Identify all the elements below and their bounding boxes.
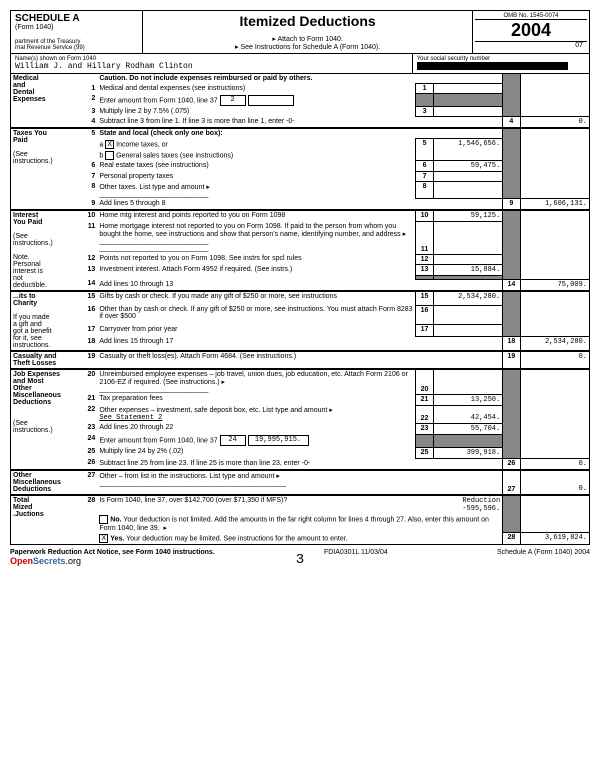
- pra-notice: Paperwork Reduction Act Notice, see Form…: [10, 549, 215, 556]
- tax-year: 2004: [475, 20, 587, 41]
- dept-label: partment of the Treasuryrnal Revenue Ser…: [15, 39, 138, 51]
- amt-10: 59,125.: [433, 210, 502, 222]
- line-22: Other expenses – investment, safe deposi…: [99, 407, 332, 414]
- box-24: 24: [220, 435, 246, 446]
- amt-19: 0.: [520, 351, 589, 369]
- reduction-label: Reduction: [462, 497, 500, 505]
- line-21: Tax preparation fees: [97, 394, 416, 405]
- line-7: Personal property taxes: [97, 172, 416, 182]
- line-28-yes: Your deduction may be limited. See instr…: [126, 535, 348, 542]
- amt-14: 75,009.: [520, 279, 589, 291]
- see-instructions: ▸ See Instructions for Schedule A (Form …: [145, 43, 470, 51]
- omb-no: OMB No. 1545-0074: [475, 13, 587, 20]
- amt-6: 59,475.: [433, 161, 502, 172]
- sidebar-interest: InterestYou Paid(Seeinstructions.)Note.P…: [11, 210, 80, 291]
- amt-26: 0.: [520, 458, 589, 470]
- checkbox-5a[interactable]: X: [105, 140, 114, 149]
- line-20: Unreimbursed employee expenses – job tra…: [99, 371, 408, 386]
- line-10: Home mtg interest and points reported to…: [97, 210, 416, 222]
- amt-23: 55,704.: [433, 423, 502, 434]
- line-4: Subtract line 3 from line 1. If line 3 i…: [97, 117, 502, 129]
- line-28-no: Your deduction is not limited. Add the a…: [99, 516, 489, 532]
- sidebar-casualty: Casualty andTheft Losses: [11, 351, 80, 369]
- line-18: Add lines 15 through 17: [97, 337, 502, 351]
- checkbox-yes[interactable]: X: [99, 534, 108, 543]
- line-2: Enter amount from Form 1040, line 37: [99, 97, 217, 104]
- sidebar-taxes: Taxes YouPaid(Seeinstructions.): [11, 128, 80, 210]
- ssn-redacted: [417, 62, 568, 70]
- sidebar-total: TotalMized.Juctions: [11, 495, 80, 545]
- form-table: MedicalandDentalExpenses Caution. Do not…: [10, 74, 590, 545]
- line-5a: Income taxes, or: [116, 141, 168, 148]
- amt-22: 42,454.: [433, 405, 502, 423]
- reduction-val: -595,596.: [462, 505, 500, 513]
- amt-21: 13,250.: [433, 394, 502, 405]
- line-23: Add lines 20 through 22: [97, 423, 416, 434]
- amt-18: 2,534,280.: [520, 337, 589, 351]
- footer-code: FDIA0301L 11/03/04: [324, 549, 388, 556]
- line-27: Other – from list in the instructions. L…: [99, 473, 280, 480]
- line-22-stmt: See Statement 2: [99, 414, 162, 422]
- amt-28: 3,619,824.: [520, 533, 589, 545]
- attach-note: ▸ Attach to Form 1040.: [145, 35, 470, 43]
- sidebar-gifts: ...its toCharityIf you madea gift andgot…: [11, 291, 80, 351]
- name-cell: Name(s) shown on Form 1040 William J. an…: [11, 54, 412, 73]
- form-label: (Form 1040): [15, 24, 138, 31]
- line-28: Is Form 1040, line 37, over $142,700 (ov…: [99, 497, 287, 504]
- name-row: Name(s) shown on Form 1040 William J. an…: [10, 54, 590, 74]
- line-24: Enter amount from Form 1040, line 37: [99, 437, 217, 444]
- amt-27: 0.: [520, 470, 589, 495]
- amt-15: 2,534,280.: [433, 291, 502, 305]
- seq-no: 07: [475, 41, 587, 49]
- caution-text: Caution. Do not include expenses reimbur…: [99, 75, 312, 82]
- line-13: Investment interest. Attach Form 4952 if…: [97, 265, 416, 276]
- line-15: Gifts by cash or check. If you made any …: [97, 291, 416, 305]
- sidebar-job: Job Expensesand MostOtherMiscellaneousDe…: [11, 369, 80, 470]
- amt-25: 399,918.: [433, 447, 502, 458]
- line-3: Multiply line 2 by 7.5% (.075): [97, 107, 416, 117]
- box-2: 2: [220, 95, 246, 106]
- taxpayer-name: William J. and Hillary Rodham Clinton: [15, 62, 408, 71]
- line-12: Points not reported to you on Form 1098.…: [97, 254, 416, 264]
- form-header: SCHEDULE A (Form 1040) partment of the T…: [10, 10, 590, 54]
- line-6: Real estate taxes (see instructions): [97, 161, 416, 172]
- sidebar-medical: MedicalandDentalExpenses: [11, 74, 80, 128]
- amt-9: 1,606,131.: [520, 199, 589, 211]
- line-25: Multiply line 24 by 2% (.02): [97, 447, 416, 458]
- line-19: Casualty or theft loss(es). Attach Form …: [97, 351, 502, 369]
- header-right: OMB No. 1545-0074 2004 07: [472, 11, 589, 53]
- checkbox-5b[interactable]: [105, 151, 114, 160]
- line-9: Add lines 5 through 8: [97, 199, 502, 211]
- amt-4: 0.: [520, 117, 589, 129]
- line-8: Other taxes. List type and amount ▸: [99, 184, 210, 191]
- line-1: Medical and dental expenses (see instruc…: [97, 84, 416, 94]
- amt-13: 15,884.: [433, 265, 502, 276]
- line-11: Home mortgage interest not reported to y…: [99, 223, 406, 238]
- line-17: Carryover from prior year: [97, 325, 416, 337]
- amt-5: 1,546,656.: [433, 139, 502, 161]
- checkbox-no[interactable]: [99, 515, 108, 524]
- ssn-cell: Your social security number: [412, 54, 589, 73]
- line-14: Add lines 10 through 13: [97, 279, 502, 291]
- line-26: Subtract line 25 from line 23. If line 2…: [97, 458, 502, 470]
- line-5: State and local (check only one box):: [99, 130, 222, 137]
- main-title: Itemized Deductions: [145, 13, 470, 29]
- amt-24: 19,995,915.: [248, 435, 309, 446]
- header-mid: Itemized Deductions ▸ Attach to Form 104…: [143, 11, 472, 53]
- sidebar-othermisc: OtherMiscellaneousDeductions: [11, 470, 80, 495]
- line-5b: General sales taxes (see instructions): [116, 152, 233, 159]
- footer-sched: Schedule A (Form 1040) 2004: [497, 549, 590, 556]
- schedule-label: SCHEDULE A: [15, 13, 138, 24]
- line-16: Other than by cash or check. If any gift…: [97, 305, 416, 325]
- header-left: SCHEDULE A (Form 1040) partment of the T…: [11, 11, 143, 53]
